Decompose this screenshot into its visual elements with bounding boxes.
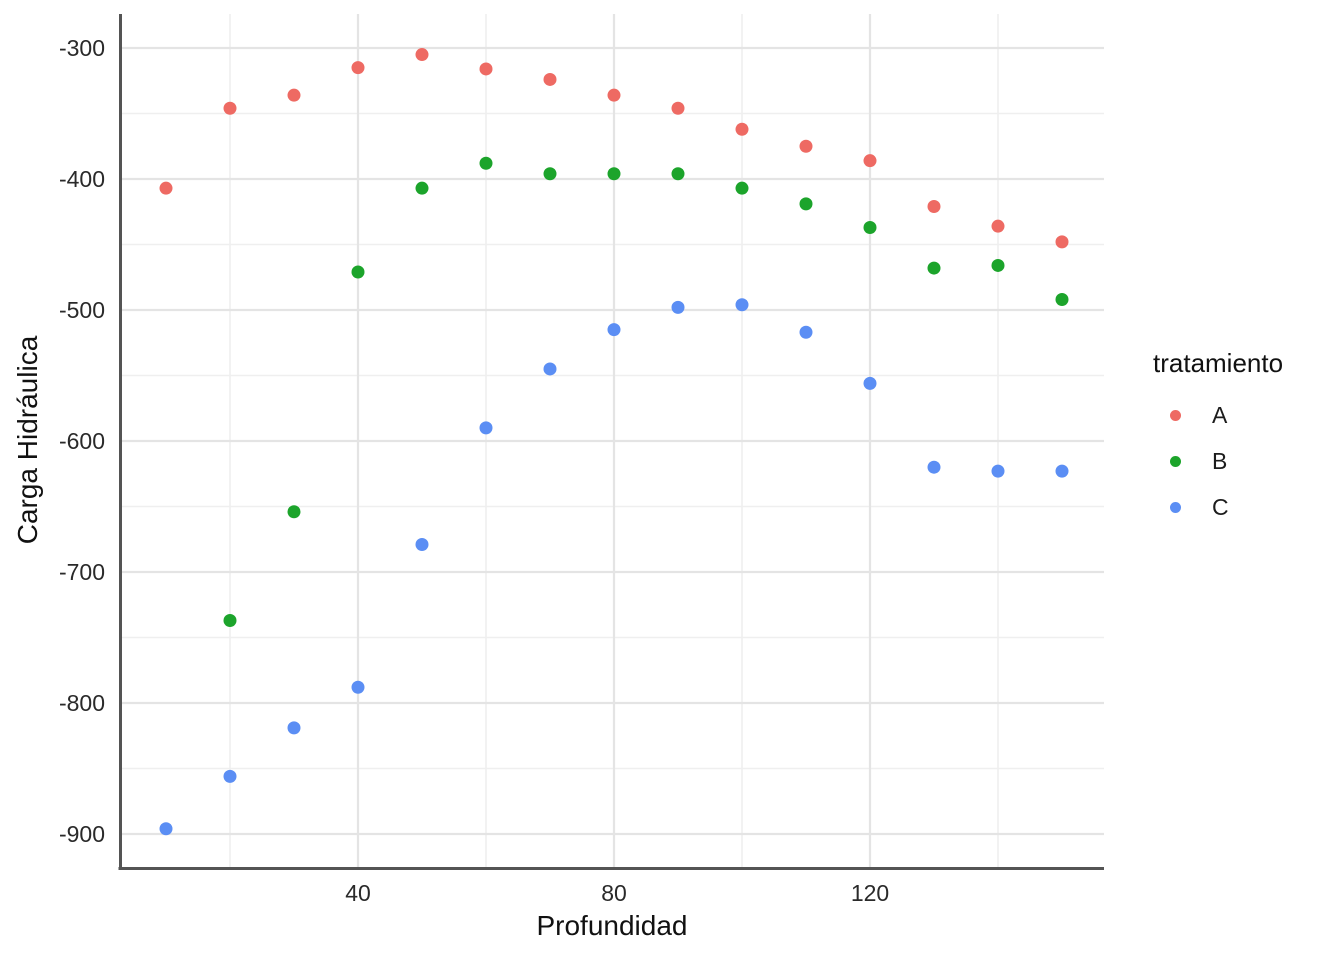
data-point-b (287, 505, 301, 519)
data-point-c (991, 464, 1005, 478)
x-axis-tick-label: 40 (345, 880, 371, 906)
y-axis-tick-label: -400 (59, 166, 105, 192)
data-point-c (223, 769, 237, 783)
data-point-b (927, 261, 941, 275)
legend-item-a: A (1150, 392, 1283, 438)
data-point-c (479, 421, 493, 435)
data-point-c (1055, 464, 1069, 478)
data-point-a (479, 62, 493, 76)
data-point-b (1055, 293, 1069, 307)
data-point-c (287, 721, 301, 735)
data-point-c (863, 376, 877, 390)
data-point-b (607, 167, 621, 181)
data-point-a (607, 88, 621, 102)
data-point-a (735, 122, 749, 136)
legend-key-dot-a-icon (1170, 409, 1181, 421)
data-point-c (415, 537, 429, 551)
data-point-b (351, 265, 365, 279)
y-axis-tick-label: -300 (59, 35, 105, 61)
x-axis-tick-label: 120 (851, 880, 889, 906)
y-axis-tick-label: -600 (59, 428, 105, 454)
data-point-a (159, 181, 173, 195)
data-point-c (671, 300, 685, 314)
data-point-c (351, 680, 365, 694)
legend-key-dot-c-icon (1170, 501, 1181, 513)
legend-title: tratamiento (1153, 348, 1284, 378)
data-point-a (671, 101, 685, 115)
legend-key-dot-b-icon (1170, 455, 1181, 467)
data-point-c (543, 362, 557, 376)
data-point-b (415, 181, 429, 195)
y-axis-tick-label: -800 (59, 690, 105, 716)
legend-item-c: C (1150, 484, 1283, 530)
y-axis-tick-label: -500 (59, 297, 105, 323)
data-point-a (351, 61, 365, 75)
data-point-c (799, 325, 813, 339)
data-point-b (479, 156, 493, 170)
data-point-a (415, 48, 429, 62)
legend-label-b: B (1212, 447, 1228, 474)
y-axis-tick-label: -700 (59, 559, 105, 585)
legend: tratamiento A B C (1150, 346, 1283, 530)
y-axis-title: Carga Hidráulica (12, 335, 43, 545)
data-point-a (1055, 235, 1069, 249)
data-point-b (799, 197, 813, 211)
data-point-a (223, 101, 237, 115)
legend-item-b: B (1150, 438, 1283, 484)
y-axis-tick-label: -900 (59, 821, 105, 847)
data-point-b (671, 167, 685, 181)
data-point-a (287, 88, 301, 102)
data-point-c (927, 460, 941, 474)
data-point-a (543, 72, 557, 86)
x-axis-title: Profundidad (536, 910, 688, 941)
data-point-c (159, 822, 173, 836)
data-point-b (543, 167, 557, 181)
data-point-b (223, 613, 237, 627)
legend-label-c: C (1212, 493, 1229, 520)
data-point-a (927, 200, 941, 214)
data-point-b (735, 181, 749, 195)
x-axis-tick-label: 80 (601, 880, 627, 906)
data-point-a (863, 154, 877, 168)
data-point-c (607, 323, 621, 337)
data-point-b (991, 258, 1005, 272)
data-point-a (991, 219, 1005, 233)
legend-label-a: A (1212, 401, 1228, 428)
data-point-c (735, 298, 749, 312)
data-point-a (799, 139, 813, 153)
data-point-b (863, 220, 877, 234)
